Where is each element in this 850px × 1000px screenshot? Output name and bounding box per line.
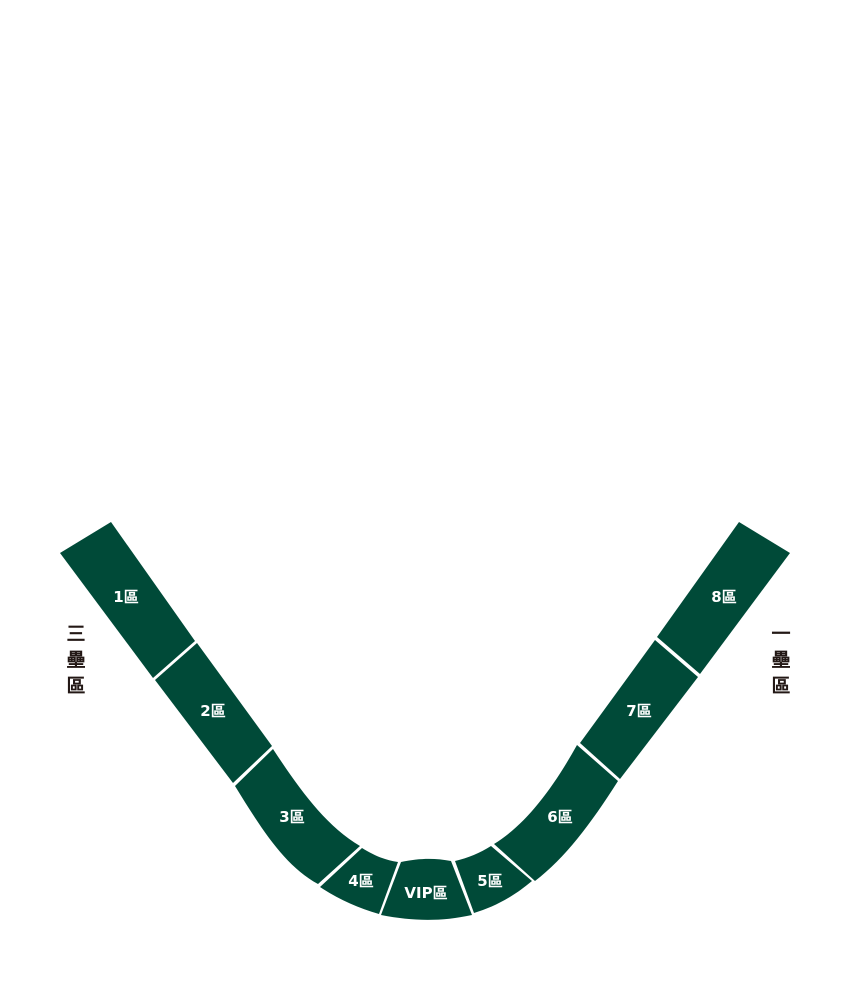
section-1-label: 1區	[113, 588, 138, 606]
section-5[interactable]	[455, 846, 532, 913]
section-6[interactable]	[494, 745, 618, 881]
first-base-label-char-2: 壘	[771, 649, 790, 671]
first-base-label-char-1: 一	[771, 623, 790, 645]
section-7-label: 7區	[626, 702, 651, 720]
section-2[interactable]	[155, 643, 272, 783]
section-8-label: 8區	[711, 588, 736, 606]
section-3-label: 3區	[279, 808, 304, 826]
third-base-label-char-1: 三	[66, 623, 85, 645]
section-vip[interactable]	[381, 858, 472, 920]
section-5-label: 5區	[477, 872, 502, 890]
section-3[interactable]	[235, 749, 360, 884]
section-vip-label: VIP區	[404, 884, 447, 902]
section-1[interactable]	[60, 522, 195, 678]
third-base-label-char-2: 壘	[66, 649, 85, 671]
section-4[interactable]	[320, 848, 398, 914]
section-6-label: 6區	[547, 808, 572, 826]
first-base-label-char-3: 區	[771, 675, 790, 697]
section-7[interactable]	[580, 640, 698, 779]
section-2-label: 2區	[200, 702, 225, 720]
section-4-label: 4區	[348, 872, 373, 890]
third-base-label-char-3: 區	[66, 675, 85, 697]
section-8[interactable]	[657, 522, 790, 674]
